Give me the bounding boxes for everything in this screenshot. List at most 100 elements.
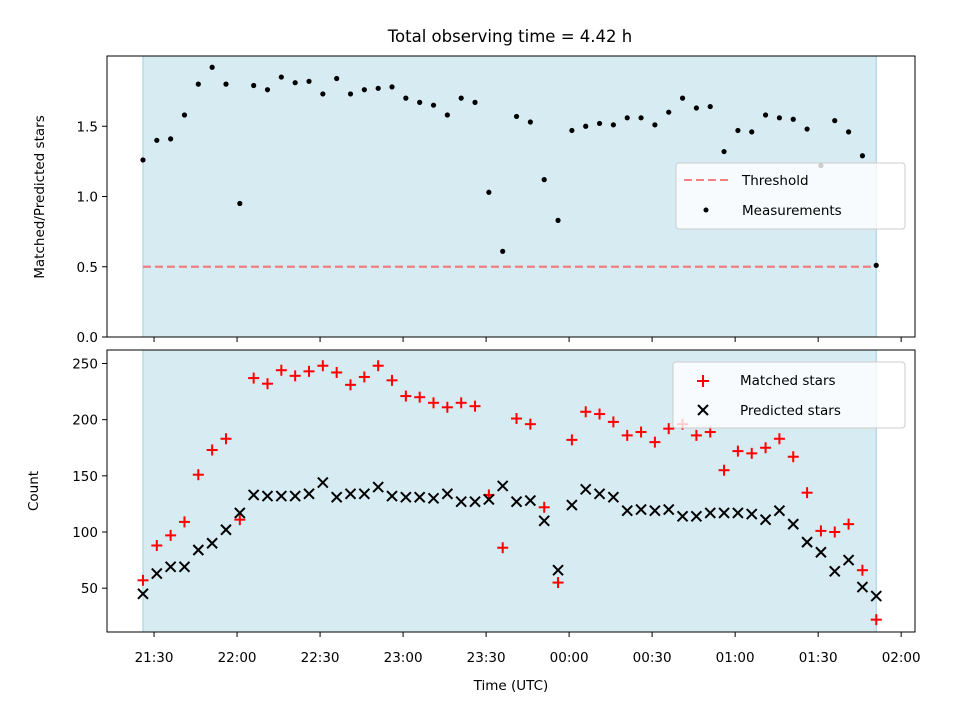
matched-star-point — [815, 525, 827, 537]
legend-predicted-label: Predicted stars — [740, 403, 841, 419]
predicted-star-point — [289, 490, 301, 502]
measurement-point — [859, 153, 866, 159]
measurement-point — [666, 109, 672, 115]
matched-star-point — [234, 514, 246, 526]
predicted-stars-points — [137, 476, 882, 602]
predicted-star-point — [192, 544, 205, 556]
predicted-star-point — [137, 588, 149, 600]
measurement-point — [513, 113, 520, 120]
predicted-star-point — [234, 507, 246, 519]
predicted-star-point — [621, 504, 633, 517]
measurement-point — [320, 91, 326, 97]
predicted-star-point — [247, 489, 260, 501]
measurement-point — [652, 122, 658, 128]
measurement-point — [693, 105, 699, 111]
predicted-star-point — [635, 503, 647, 516]
predicted-star-point — [690, 510, 703, 522]
measurement-point — [389, 84, 395, 90]
matched-star-point — [248, 372, 260, 384]
y-tick-label: 200 — [72, 413, 98, 429]
measurement-point — [403, 95, 409, 101]
predicted-star-point — [358, 488, 371, 500]
matched-star-point — [690, 429, 702, 441]
predicted-star-point — [427, 492, 440, 505]
x-tick-label: 01:00 — [716, 650, 755, 666]
legend-predicted-swatch — [697, 404, 709, 416]
measurement-point — [749, 129, 755, 135]
predicted-star-point — [469, 495, 481, 508]
matched-star-point — [787, 451, 799, 463]
chart-title: Total observing time = 4.42 h — [387, 27, 632, 46]
top-y-ticks: 0.0 0.5 1.0 1.5 — [77, 119, 107, 346]
predicted-star-point — [870, 590, 882, 602]
x-tick-label: 23:00 — [384, 650, 423, 666]
matched-star-point — [358, 371, 370, 383]
measurement-point — [707, 103, 713, 110]
predicted-star-point — [483, 493, 495, 506]
measurement-point — [638, 115, 644, 121]
predicted-star-point — [746, 508, 758, 520]
predicted-star-point — [510, 495, 523, 508]
matched-star-point — [372, 360, 384, 372]
matched-star-point — [441, 401, 453, 413]
predicted-star-point — [441, 488, 454, 500]
measurement-point — [375, 85, 381, 91]
x-axis-label: Time (UTC) — [473, 678, 549, 694]
measurement-point — [237, 200, 243, 207]
measurement-point — [347, 91, 354, 97]
measurement-point — [596, 120, 603, 127]
bottom-axes-frame — [106, 349, 916, 633]
measurement-point — [472, 99, 478, 105]
y-tick-label: 50 — [81, 581, 98, 597]
measurement-point — [610, 122, 616, 128]
predicted-star-point — [732, 507, 744, 519]
measurement-point — [334, 75, 340, 82]
measurement-point — [251, 82, 257, 89]
x-tick-label: 00:00 — [550, 650, 589, 666]
predicted-star-point — [261, 490, 274, 502]
measurements-points — [140, 64, 879, 268]
predicted-star-point — [538, 515, 550, 527]
measurement-point — [168, 136, 174, 142]
measurement-point — [679, 95, 686, 101]
top-legend: Threshold Measurements — [675, 162, 906, 230]
measurement-point — [195, 81, 201, 87]
matched-star-point — [317, 360, 329, 372]
predicted-star-point — [317, 476, 329, 489]
measurement-point — [223, 81, 229, 87]
top-x-ticks — [153, 337, 902, 342]
measurement-point — [486, 189, 492, 195]
measurement-point — [583, 123, 589, 129]
y-tick-label: 0.0 — [77, 330, 98, 346]
measurement-point — [541, 177, 547, 183]
predicted-star-point — [787, 518, 799, 530]
measurement-point — [361, 87, 367, 93]
matched-star-point — [870, 614, 882, 626]
x-tick-label: 21:30 — [135, 650, 174, 666]
predicted-star-point — [856, 581, 869, 593]
predicted-star-point — [704, 507, 716, 519]
matched-star-point — [261, 378, 273, 390]
matched-star-point — [511, 413, 523, 425]
y-tick-label: 1.0 — [77, 190, 98, 206]
x-tick-label: 01:30 — [799, 650, 838, 666]
predicted-star-point — [344, 488, 357, 500]
matched-star-point — [524, 418, 536, 430]
bottom-x-ticks: 21:30 22:00 22:30 23:00 23:30 00:00 00:30 01:00… — [135, 632, 921, 666]
x-tick-label: 23:30 — [467, 650, 506, 666]
legend-measurements-swatch — [703, 207, 709, 213]
matched-star-point — [580, 406, 592, 418]
matched-star-point — [746, 447, 758, 459]
matched-star-point — [829, 526, 841, 538]
matched-star-point — [801, 487, 813, 499]
predicted-star-point — [178, 561, 191, 573]
matched-star-point — [538, 501, 550, 513]
y-tick-label: 250 — [72, 356, 98, 372]
measurement-point — [569, 127, 575, 134]
matched-star-point — [760, 442, 772, 454]
measurement-point — [181, 112, 188, 118]
matched-star-point — [428, 397, 440, 409]
matched-star-point — [345, 379, 357, 391]
predicted-star-point — [552, 564, 564, 576]
